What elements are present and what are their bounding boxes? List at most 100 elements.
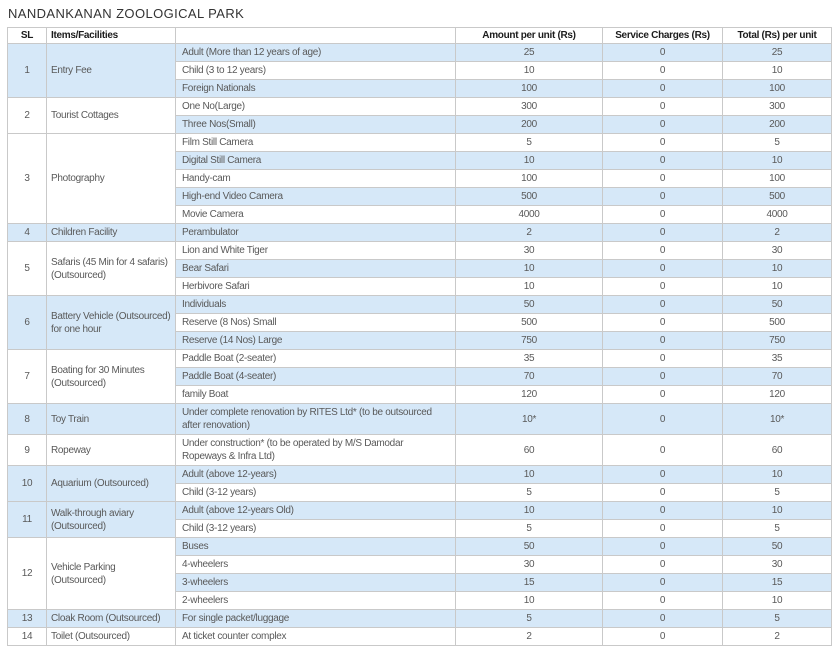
service-charge-cell: 0 bbox=[602, 61, 723, 80]
total-cell: 4000 bbox=[722, 205, 832, 224]
total-cell: 50 bbox=[722, 295, 832, 314]
item-cell: For single packet/luggage bbox=[175, 609, 456, 628]
column-header-service-charges: Service Charges (Rs) bbox=[602, 27, 723, 44]
sl-cell: 11 bbox=[7, 501, 47, 538]
item-cell: family Boat bbox=[175, 385, 456, 404]
service-charge-cell: 0 bbox=[602, 537, 723, 556]
item-cell: Buses bbox=[175, 537, 456, 556]
total-cell: 10 bbox=[722, 277, 832, 296]
item-cell: Individuals bbox=[175, 295, 456, 314]
table-body: 1 Entry Fee Adult (More than 12 years of a… bbox=[7, 43, 832, 646]
total-cell: 300 bbox=[722, 97, 832, 116]
total-cell: 30 bbox=[722, 555, 832, 574]
total-cell: 10 bbox=[722, 151, 832, 170]
amount-cell: 500 bbox=[455, 187, 603, 206]
amount-cell: 50 bbox=[455, 295, 603, 314]
total-cell: 10 bbox=[722, 61, 832, 80]
item-cell: Foreign Nationals bbox=[175, 79, 456, 98]
table-row: 2 Tourist Cottages One No(Large) 300 0 300 bbox=[7, 97, 832, 134]
facility-cell: Toilet (Outsourced) bbox=[46, 627, 176, 646]
total-cell: 10 bbox=[722, 259, 832, 278]
item-cell: Movie Camera bbox=[175, 205, 456, 224]
amount-cell: 10 bbox=[455, 277, 603, 296]
total-cell: 100 bbox=[722, 169, 832, 188]
item-cell: Three Nos(Small) bbox=[175, 115, 456, 134]
item-cell: Child (3 to 12 years) bbox=[175, 61, 456, 80]
table-row: family Boat 120 0 120 bbox=[8, 385, 832, 404]
item-cell: Bear Safari bbox=[175, 259, 456, 278]
service-charge-cell: 0 bbox=[602, 115, 723, 134]
service-charge-cell: 0 bbox=[602, 241, 723, 260]
table-row: 9 Ropeway Under construction* (to be opera… bbox=[7, 434, 832, 466]
total-cell: 2 bbox=[722, 223, 832, 242]
service-charge-cell: 0 bbox=[602, 403, 723, 435]
service-charge-cell: 0 bbox=[602, 331, 723, 350]
table-row: Reserve (14 Nos) Large 750 0 750 bbox=[8, 331, 832, 350]
sl-cell: 12 bbox=[7, 537, 47, 610]
item-cell: Perambulator bbox=[175, 223, 456, 242]
table-row: 4 Children Facility Perambulator 2 0 2 bbox=[7, 223, 832, 242]
amount-cell: 60 bbox=[455, 434, 603, 466]
service-charge-cell: 0 bbox=[602, 627, 723, 646]
item-cell: 2-wheelers bbox=[175, 591, 456, 610]
amount-cell: 10 bbox=[455, 61, 603, 80]
total-cell: 60 bbox=[722, 434, 832, 466]
service-charge-cell: 0 bbox=[602, 609, 723, 628]
facility-cell: Ropeway bbox=[46, 434, 176, 466]
amount-cell: 50 bbox=[455, 537, 603, 556]
column-header-amount-per-unit: Amount per unit (Rs) bbox=[455, 27, 603, 44]
facility-cell: Cloak Room (Outsourced) bbox=[46, 609, 176, 628]
service-charge-cell: 0 bbox=[602, 259, 723, 278]
service-charge-cell: 0 bbox=[602, 573, 723, 592]
facility-cell: Vehicle Parking (Outsourced) bbox=[46, 537, 176, 610]
total-cell: 10 bbox=[722, 465, 832, 484]
facility-cell: Children Facility bbox=[46, 223, 176, 242]
service-charge-cell: 0 bbox=[602, 483, 723, 502]
service-charge-cell: 0 bbox=[602, 205, 723, 224]
sl-cell: 1 bbox=[7, 43, 47, 98]
column-header-subitem bbox=[175, 27, 456, 44]
total-cell: 200 bbox=[722, 115, 832, 134]
sl-cell: 10 bbox=[7, 465, 47, 502]
amount-cell: 10 bbox=[455, 501, 603, 520]
item-cell: 3-wheelers bbox=[175, 573, 456, 592]
amount-cell: 4000 bbox=[455, 205, 603, 224]
total-cell: 5 bbox=[722, 609, 832, 628]
item-cell: Paddle Boat (4-seater) bbox=[175, 367, 456, 386]
total-cell: 10 bbox=[722, 591, 832, 610]
amount-cell: 30 bbox=[455, 555, 603, 574]
table-row: Bear Safari 10 0 10 bbox=[8, 259, 832, 278]
amount-cell: 5 bbox=[455, 133, 603, 152]
table-row: 10 Aquarium (Outsourced) Adult (above 12-y… bbox=[7, 465, 832, 502]
item-cell: 4-wheelers bbox=[175, 555, 456, 574]
facility-cell: Battery Vehicle (Outsourced) for one hou… bbox=[46, 295, 176, 350]
amount-cell: 5 bbox=[455, 483, 603, 502]
facility-cell: Safaris (45 Min for 4 safaris) (Outsourc… bbox=[46, 241, 176, 296]
sl-cell: 13 bbox=[7, 609, 47, 628]
table-row: 6 Battery Vehicle (Outsourced) for one ho… bbox=[7, 295, 832, 350]
table-row: High-end Video Camera 500 0 500 bbox=[8, 187, 832, 206]
sl-cell: 5 bbox=[7, 241, 47, 296]
amount-cell: 300 bbox=[455, 97, 603, 116]
item-cell: Adult (above 12-years) bbox=[175, 465, 456, 484]
sl-cell: 3 bbox=[7, 133, 47, 224]
table-row: Paddle Boat (4-seater) 70 0 70 bbox=[8, 367, 832, 386]
table-row: 11 Walk-through aviary (Outsourced) Adult … bbox=[7, 501, 832, 538]
total-cell: 5 bbox=[722, 133, 832, 152]
item-cell: One No(Large) bbox=[175, 97, 456, 116]
amount-cell: 120 bbox=[455, 385, 603, 404]
total-cell: 25 bbox=[722, 43, 832, 62]
total-cell: 70 bbox=[722, 367, 832, 386]
amount-cell: 10 bbox=[455, 465, 603, 484]
service-charge-cell: 0 bbox=[602, 43, 723, 62]
facility-cell: Boating for 30 Minutes (Outsourced) bbox=[46, 349, 176, 404]
facility-cell: Toy Train bbox=[46, 403, 176, 435]
table-row: 7 Boating for 30 Minutes (Outsourced) Padd… bbox=[7, 349, 832, 404]
facility-cell: Photography bbox=[46, 133, 176, 224]
header-row: SL Items/Facilities Amount per unit (Rs)… bbox=[7, 27, 832, 44]
service-charge-cell: 0 bbox=[602, 519, 723, 538]
item-cell: Paddle Boat (2-seater) bbox=[175, 349, 456, 368]
total-cell: 10 bbox=[722, 501, 832, 520]
page: NANDANKANAN ZOOLOGICAL PARK SL Items/Fac… bbox=[0, 6, 837, 646]
service-charge-cell: 0 bbox=[602, 591, 723, 610]
